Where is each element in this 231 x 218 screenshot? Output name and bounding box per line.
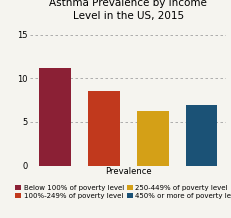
Bar	[88, 92, 120, 165]
Bar	[186, 105, 217, 165]
X-axis label: Prevalence: Prevalence	[105, 167, 152, 176]
Bar	[39, 68, 71, 165]
Title: Asthma Prevalence by Income
Level in the US, 2015: Asthma Prevalence by Income Level in the…	[49, 0, 207, 21]
Legend: Below 100% of poverty level, 100%-249% of poverty level, 250-449% of poverty lev: Below 100% of poverty level, 100%-249% o…	[15, 185, 231, 199]
Bar	[137, 111, 169, 165]
